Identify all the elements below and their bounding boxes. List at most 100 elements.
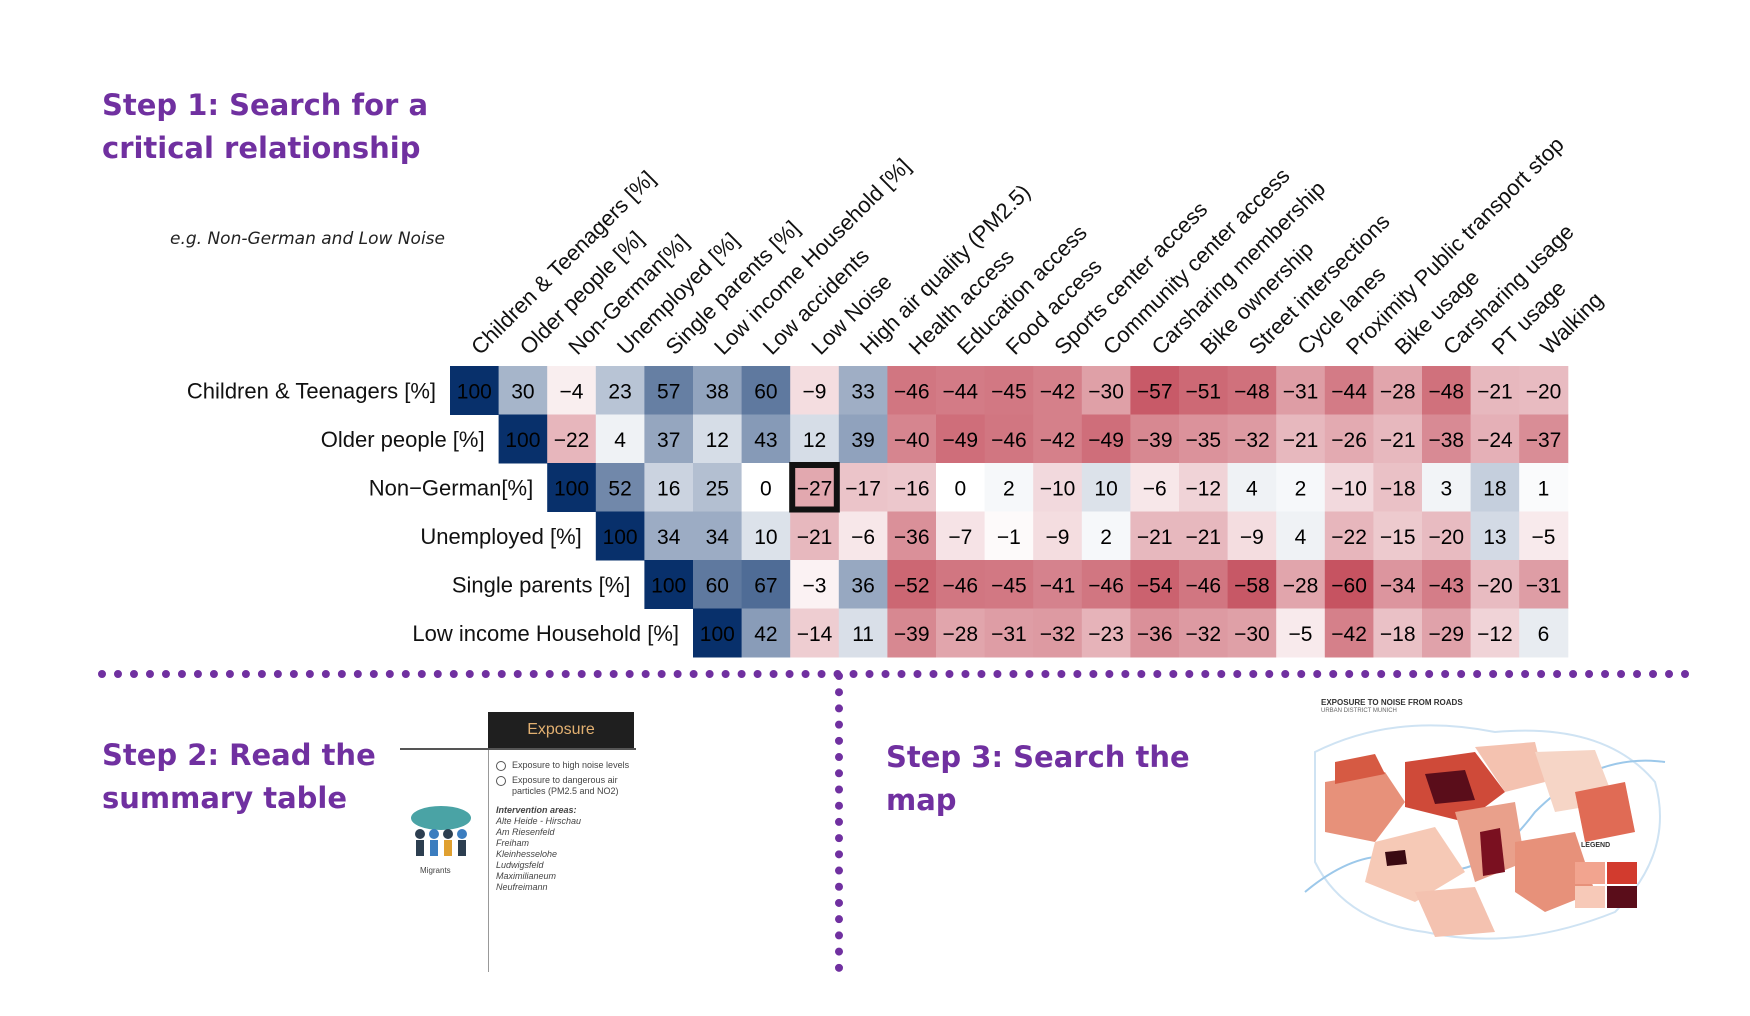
map-title: EXPOSURE TO NOISE FROM ROADS <box>1321 698 1463 707</box>
heatmap-cell <box>1179 414 1229 464</box>
heatmap-cell <box>1227 608 1277 658</box>
heatmap-cell <box>450 366 500 415</box>
heatmap-value: −4 <box>560 380 584 403</box>
heatmap-value: −21 <box>1283 429 1319 452</box>
intervention-label: Intervention areas: <box>496 805 577 815</box>
intervention-area: Neufreimann <box>496 882 548 892</box>
heatmap-cell <box>693 608 743 658</box>
heatmap-value: −45 <box>991 574 1027 597</box>
radio-button[interactable] <box>496 761 506 771</box>
intervention-area: Maximilianeum <box>496 871 557 881</box>
heatmap-cell <box>1519 366 1569 415</box>
heatmap-cell <box>887 463 937 512</box>
heatmap-value: −48 <box>1234 380 1270 403</box>
heatmap-value: 2 <box>1003 477 1015 500</box>
heatmap-value: 100 <box>603 526 638 549</box>
heatmap-cell <box>1179 608 1229 658</box>
heatmap-value: 10 <box>1094 477 1117 500</box>
heatmap-value: 100 <box>700 623 735 646</box>
heatmap-value: −15 <box>1380 526 1416 549</box>
heatmap-cell <box>644 560 694 609</box>
heatmap-cell <box>1130 366 1180 415</box>
heatmap-cell <box>1276 366 1326 415</box>
heatmap-value: −22 <box>1331 526 1367 549</box>
intervention-area: Kleinhesselohe <box>496 849 558 859</box>
heatmap-value: −49 <box>1088 429 1124 452</box>
heatmap-cell <box>1130 560 1180 609</box>
heatmap-value: 37 <box>657 429 680 452</box>
heatmap-cell <box>741 463 791 512</box>
heatmap-cell <box>838 560 888 609</box>
summary-option[interactable]: Exposure to dangerous air particles (PM2… <box>496 775 646 797</box>
heatmap-value: −31 <box>1283 380 1319 403</box>
heatmap-value: −43 <box>1428 574 1464 597</box>
heatmap-value: −41 <box>1040 574 1076 597</box>
heatmap-value: −46 <box>991 429 1027 452</box>
heatmap-value: −42 <box>1040 429 1076 452</box>
heatmap-cell <box>887 560 937 609</box>
heatmap-cell <box>1227 511 1277 561</box>
heatmap-value: −45 <box>991 380 1027 403</box>
heatmap-cell <box>1081 463 1131 512</box>
heatmap-value: −48 <box>1428 380 1464 403</box>
heatmap-value: 33 <box>851 380 874 403</box>
heatmap-cell <box>1422 366 1472 415</box>
heatmap-cell <box>595 414 645 464</box>
heatmap-value: 18 <box>1483 477 1506 500</box>
heatmap-cell <box>1422 414 1472 464</box>
heatmap-cell <box>1373 608 1423 658</box>
heatmap-value: −23 <box>1088 623 1124 646</box>
row-label: Unemployed [%] <box>420 524 581 549</box>
heatmap-value: −18 <box>1380 623 1416 646</box>
vertical-divider <box>835 672 843 972</box>
heatmap-cell <box>838 366 888 415</box>
radio-button[interactable] <box>496 776 506 786</box>
heatmap-cell <box>595 366 645 415</box>
heatmap-value: −52 <box>894 574 930 597</box>
heatmap-cell <box>1081 511 1131 561</box>
heatmap-cell <box>936 366 986 415</box>
heatmap-value: −36 <box>1137 623 1173 646</box>
heatmap-cell <box>595 463 645 512</box>
heatmap-value: −27 <box>797 477 833 500</box>
heatmap-cell <box>693 366 743 415</box>
heatmap-cell <box>644 463 694 512</box>
summary-option[interactable]: Exposure to high noise levels <box>496 760 646 771</box>
heatmap-cell <box>741 366 791 415</box>
heatmap-value: −32 <box>1234 429 1270 452</box>
heatmap-value: −16 <box>894 477 930 500</box>
heatmap-value: 25 <box>706 477 729 500</box>
heatmap-value: −18 <box>1380 477 1416 500</box>
heatmap-cell <box>887 414 937 464</box>
heatmap-cell <box>1179 560 1229 609</box>
heatmap-cell <box>936 560 986 609</box>
example-caption: e.g. Non-German and Low Noise <box>170 229 445 249</box>
heatmap-value: −5 <box>1289 623 1313 646</box>
heatmap-cell <box>790 608 840 658</box>
heatmap-value: 34 <box>706 526 730 549</box>
intervention-area: Alte Heide - Hirschau <box>496 816 582 826</box>
heatmap-cell <box>693 463 743 512</box>
heatmap-value: −38 <box>1428 429 1464 452</box>
heatmap-value: 2 <box>1295 477 1307 500</box>
heatmap-value: 39 <box>851 429 874 452</box>
heatmap-value: 4 <box>614 429 626 452</box>
heatmap-value: −39 <box>894 623 930 646</box>
heatmap-value: 42 <box>754 623 777 646</box>
heatmap-cell <box>1033 463 1083 512</box>
heatmap-cell <box>498 414 548 464</box>
heatmap-value: −3 <box>803 574 827 597</box>
heatmap-value: 100 <box>457 380 492 403</box>
heatmap-value: 30 <box>511 380 534 403</box>
heatmap-value: 60 <box>754 380 777 403</box>
heatmap-value: −22 <box>554 429 590 452</box>
heatmap-cell <box>1373 366 1423 415</box>
heatmap-value: 10 <box>754 526 777 549</box>
heatmap-value: −31 <box>991 623 1027 646</box>
heatmap-value: −42 <box>1040 380 1076 403</box>
heatmap-cell <box>1324 414 1374 464</box>
heatmap-value: −46 <box>1185 574 1221 597</box>
row-label: Low income Household [%] <box>412 621 679 646</box>
heatmap-value: −36 <box>894 526 930 549</box>
heatmap-cell <box>936 608 986 658</box>
